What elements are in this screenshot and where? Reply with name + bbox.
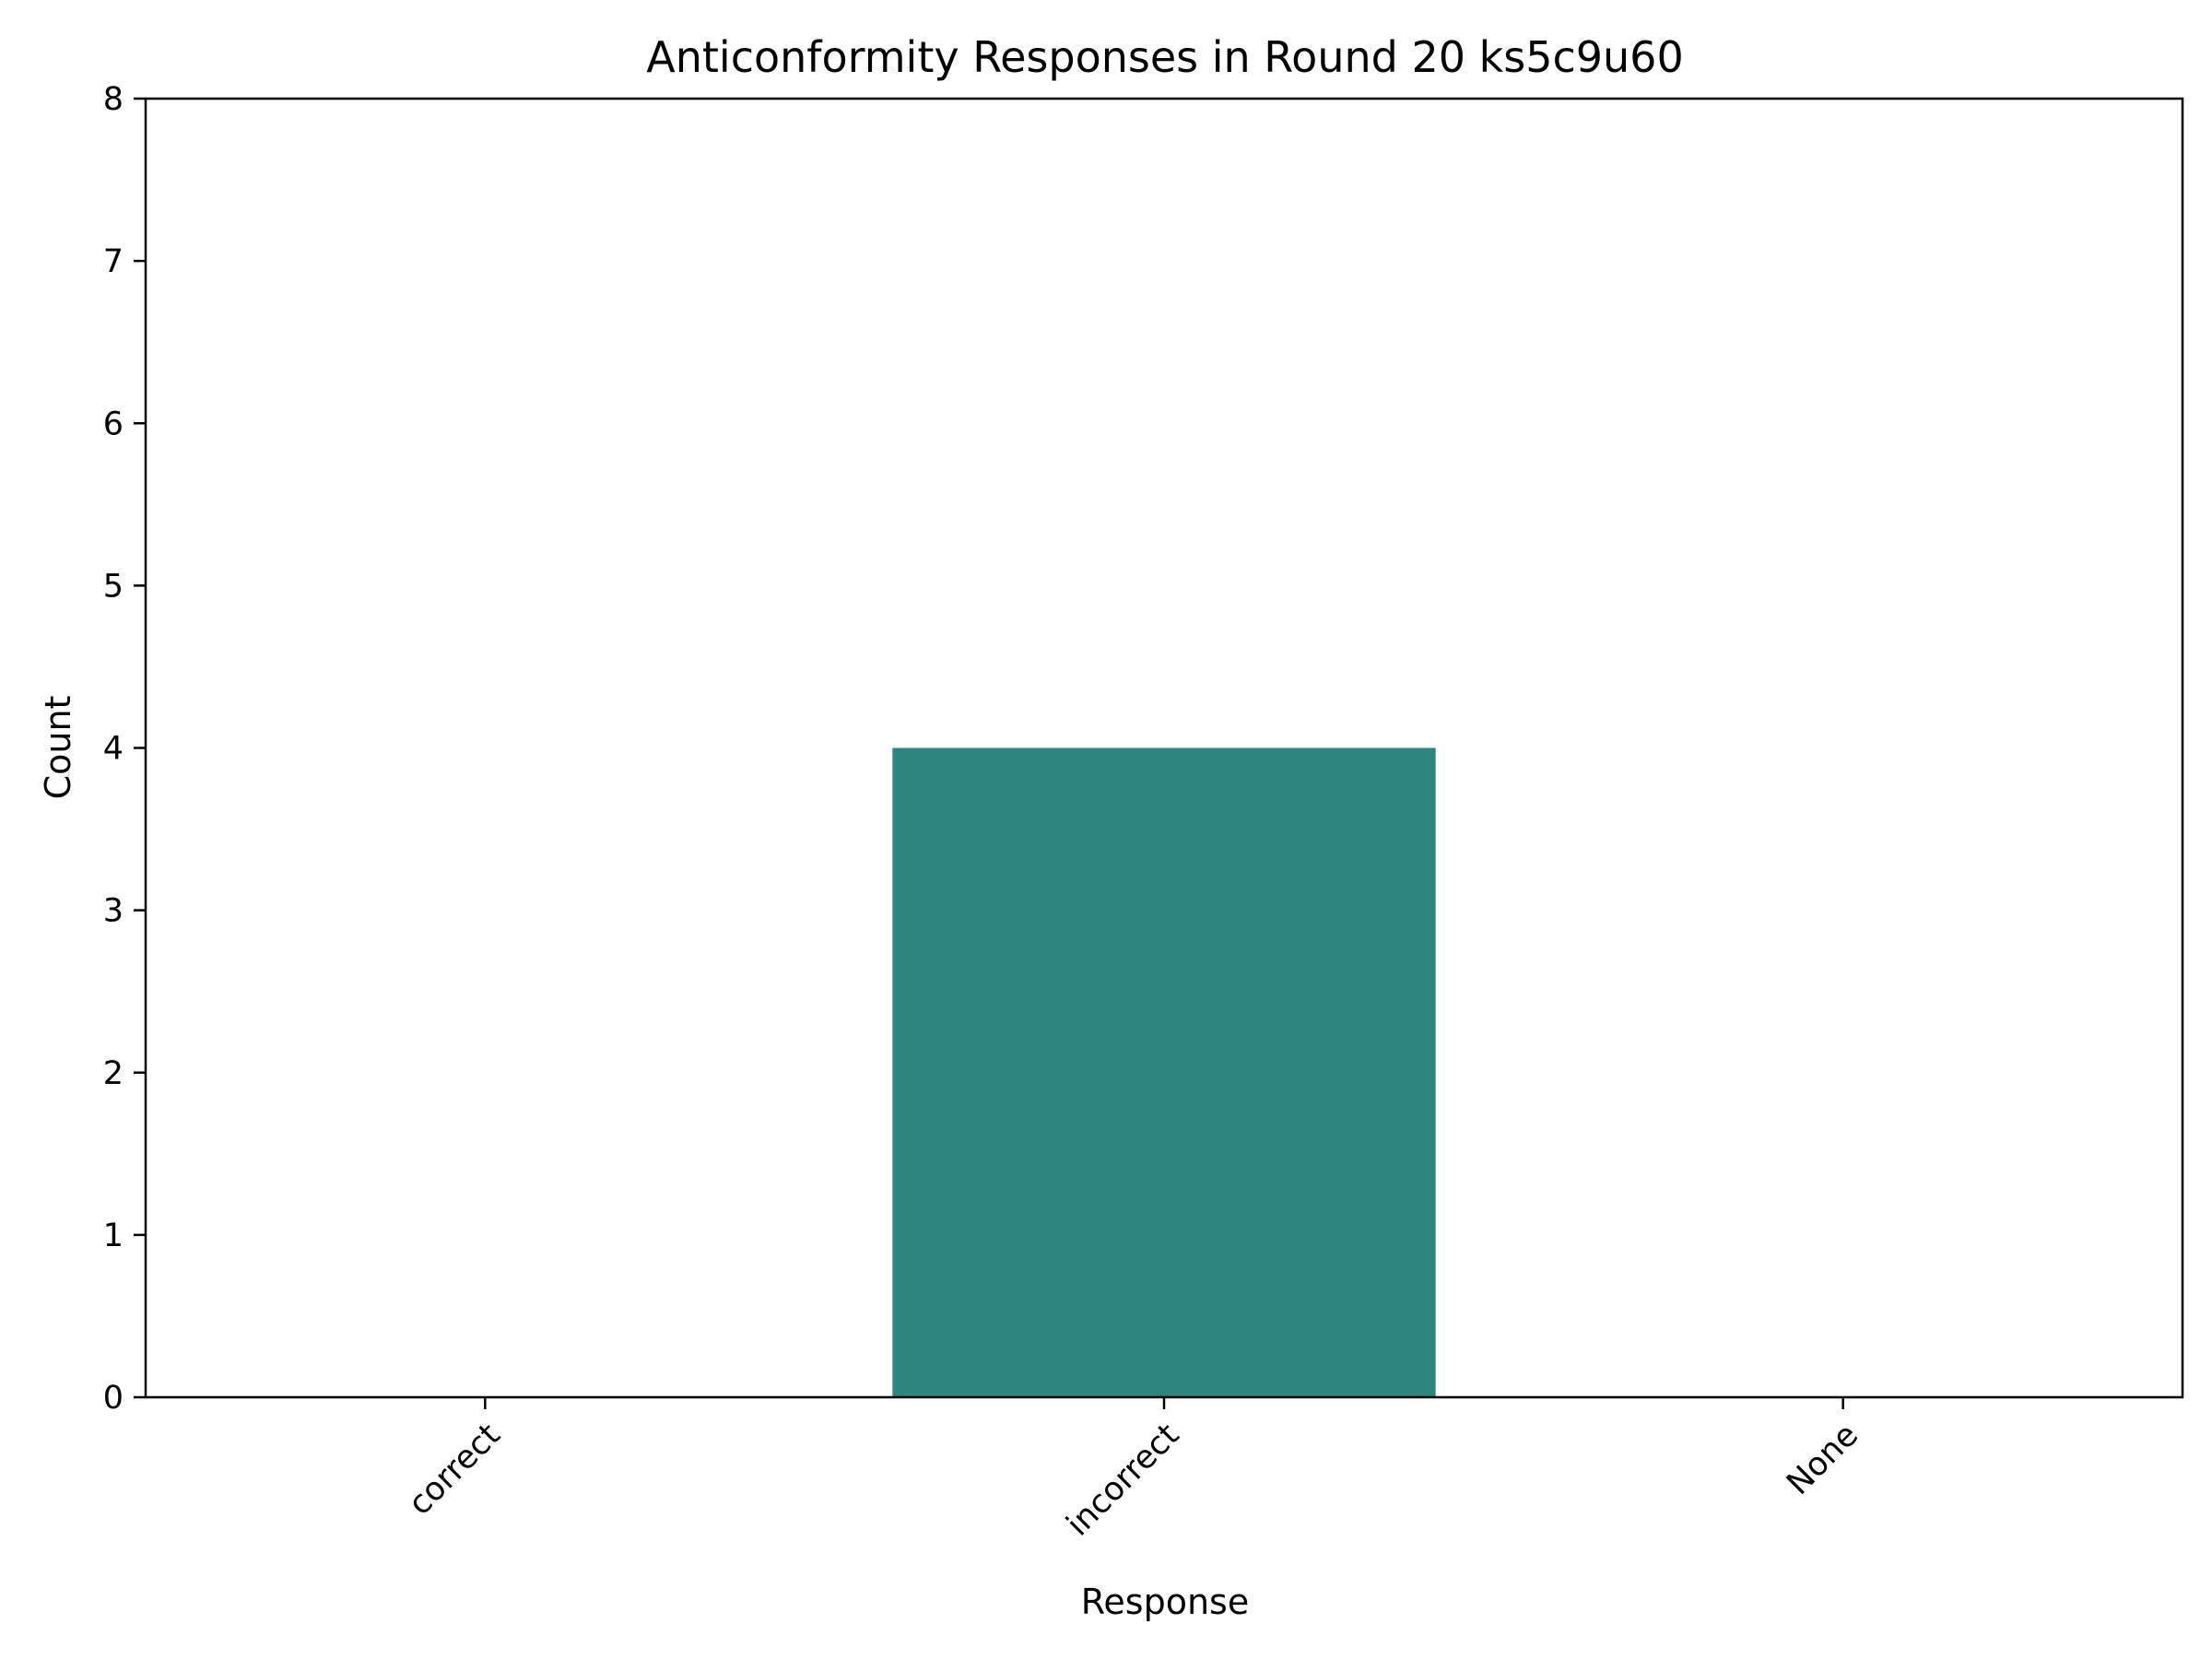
y-tick-label: 1 bbox=[103, 1218, 124, 1254]
x-axis-label: Response bbox=[1081, 1582, 1250, 1622]
y-tick-label: 5 bbox=[103, 568, 124, 605]
plot-frame bbox=[144, 97, 2184, 1399]
y-tick-label: 6 bbox=[103, 406, 124, 442]
y-tick-label: 4 bbox=[103, 731, 124, 768]
y-axis-label: Count bbox=[38, 696, 78, 800]
chart-title: Anticonformity Responses in Round 20 ks5… bbox=[646, 32, 1683, 82]
bar-incorrect bbox=[892, 747, 1436, 1397]
y-axis-ticks: 0 1 2 3 4 5 6 7 8 bbox=[103, 81, 146, 1417]
y-tick-label: 8 bbox=[103, 81, 124, 118]
y-tick-label: 0 bbox=[103, 1380, 124, 1417]
bars-layer bbox=[892, 747, 1436, 1397]
y-tick-label: 3 bbox=[103, 893, 124, 930]
y-tick-label: 7 bbox=[103, 243, 124, 280]
y-tick-label: 2 bbox=[103, 1055, 124, 1092]
